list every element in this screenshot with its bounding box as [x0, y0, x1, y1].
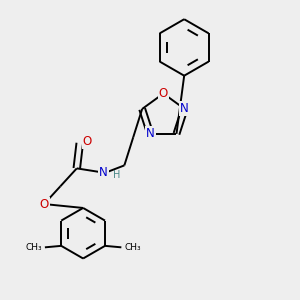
Text: H: H [112, 170, 120, 180]
Text: CH₃: CH₃ [25, 243, 42, 252]
Text: CH₃: CH₃ [124, 243, 141, 252]
Text: O: O [159, 87, 168, 100]
Text: O: O [82, 135, 92, 148]
Text: O: O [40, 197, 49, 211]
Text: N: N [146, 128, 154, 140]
Text: N: N [180, 102, 189, 116]
Text: N: N [99, 166, 108, 179]
